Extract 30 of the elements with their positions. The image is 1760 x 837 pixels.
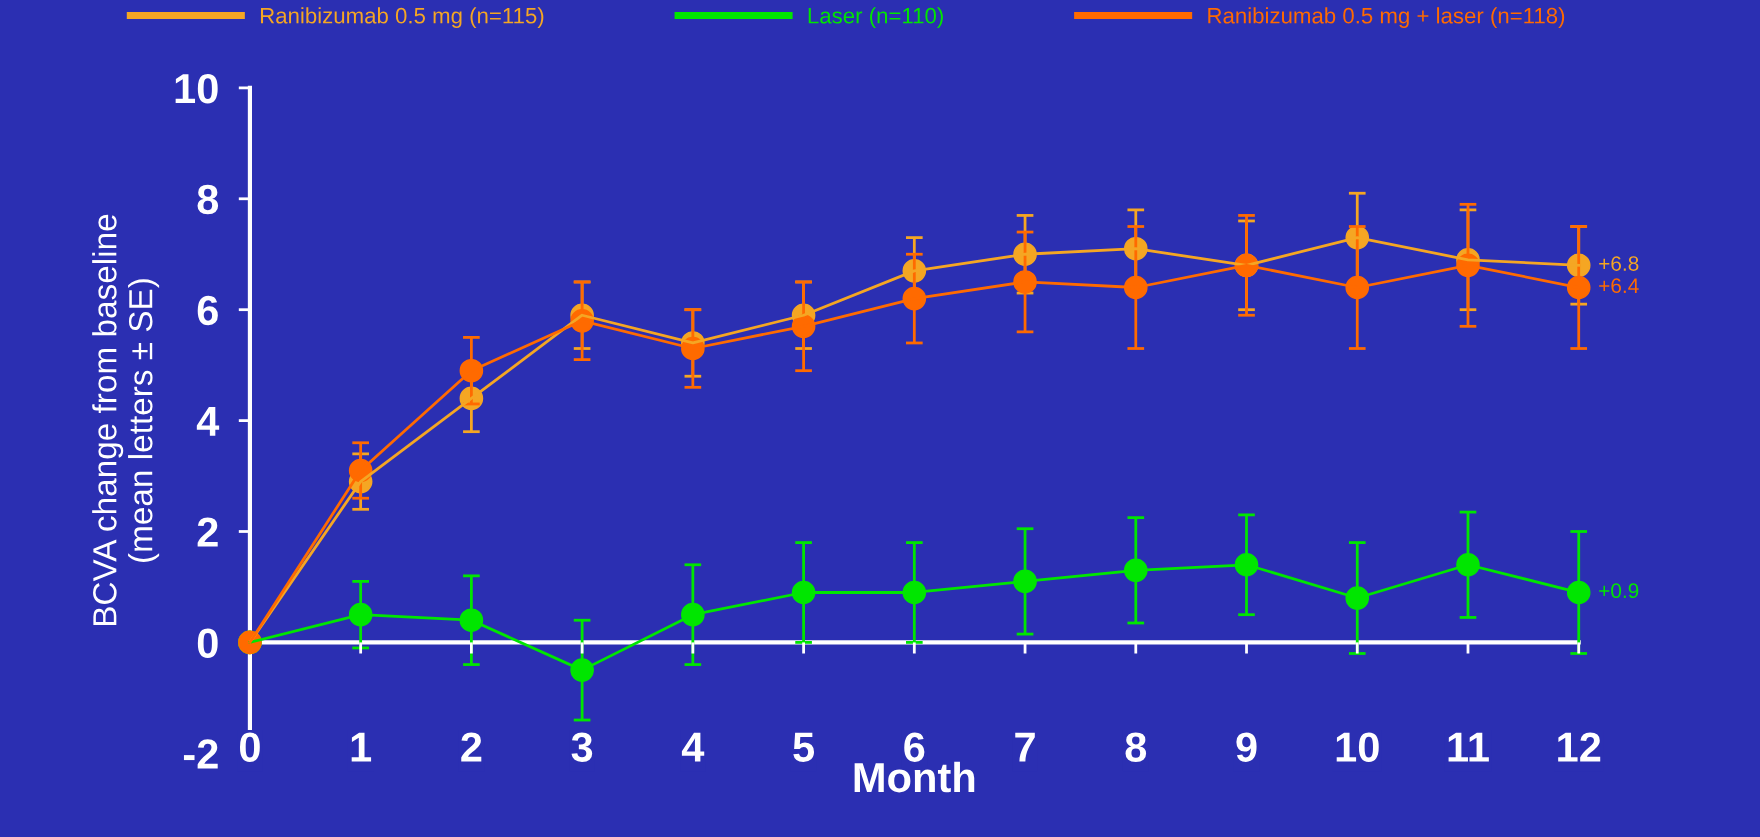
- x-tick-label: 0: [239, 732, 260, 762]
- x-axis-title: Month: [854, 761, 975, 793]
- point: [1566, 275, 1591, 300]
- x-tick-label: 4: [681, 732, 705, 762]
- x-tick-label: 3: [571, 732, 593, 762]
- y-tick-label: 10: [175, 73, 218, 104]
- x-tick-label: 12: [1558, 732, 1601, 762]
- x-tick-label: 5: [793, 732, 815, 762]
- y-tick-label: 0: [197, 628, 218, 658]
- text: Ranibizumab 0.5 mg + laser (n=118): [1208, 7, 1565, 28]
- y-tick-label: -2: [183, 739, 218, 769]
- point: [1566, 580, 1591, 605]
- data-label: +6.4: [1599, 278, 1639, 294]
- x-tick-label: 9: [1236, 732, 1257, 762]
- x-tick-label: 11: [1448, 732, 1489, 762]
- y-tick-label: 8: [197, 184, 219, 215]
- x-tick-label: 6: [904, 732, 925, 762]
- x-tick-label: 2: [461, 732, 482, 762]
- data-label: +6.8: [1599, 256, 1639, 271]
- x-tick-label: 8: [1125, 732, 1147, 762]
- text: Laser (n=110): [808, 7, 943, 28]
- data-label: +0.9: [1599, 583, 1639, 599]
- y-tick-label: 4: [196, 407, 220, 436]
- y-axis-title: BCVA change from baseline (mean letters ± SE): [92, 214, 160, 626]
- text: Ranibizumab 0.5 mg (n=115): [260, 7, 544, 28]
- x-tick-label: 7: [1015, 732, 1035, 762]
- x-tick-label: 1: [351, 732, 372, 762]
- x-tick-label: 10: [1336, 732, 1379, 762]
- y-tick-label: 6: [197, 295, 218, 326]
- y-tick-label: 2: [197, 517, 218, 547]
